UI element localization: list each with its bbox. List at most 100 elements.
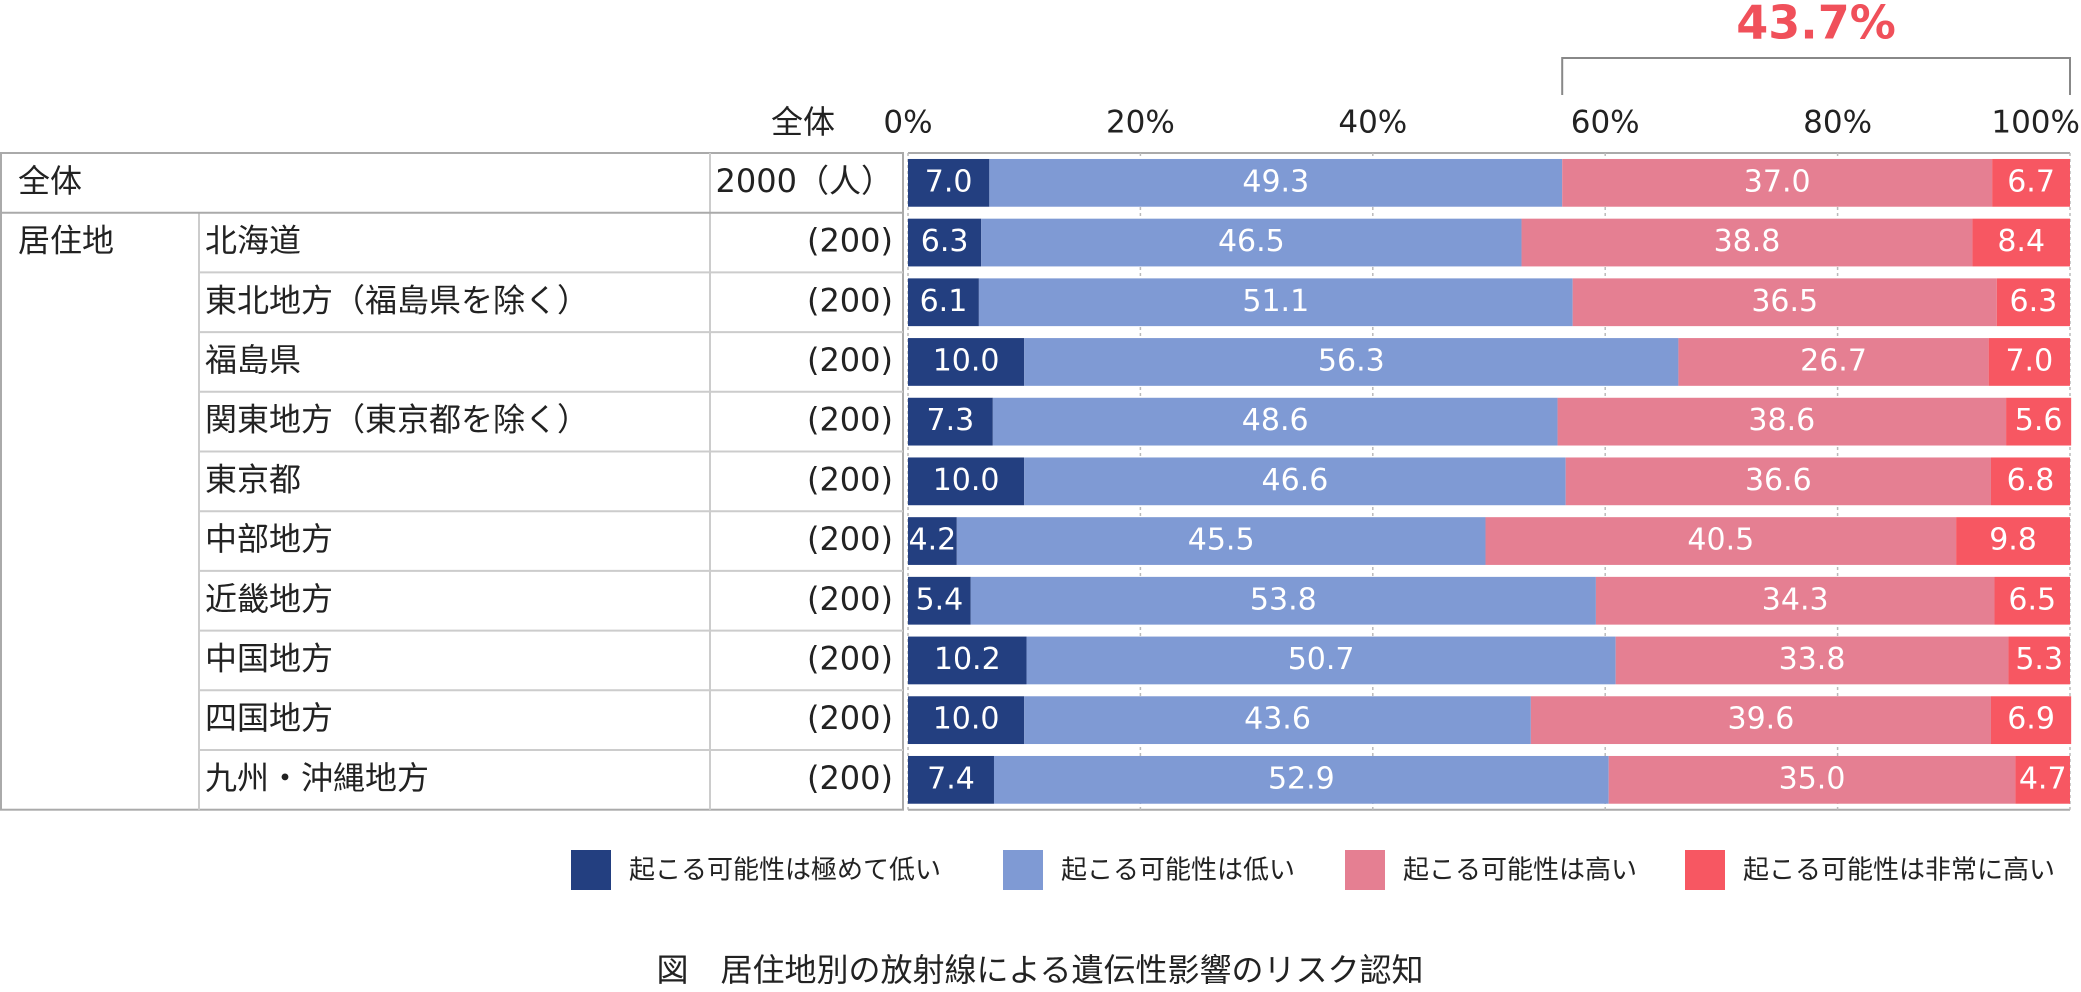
bar-segment (908, 636, 1027, 685)
value-label: 50.7 (1288, 642, 1355, 677)
value-label: 6.9 (2007, 702, 2055, 737)
n-label: (200) (807, 580, 893, 618)
bar-segment (908, 397, 993, 446)
bar-segment (908, 457, 1025, 506)
annotation: 43.7% (1736, 0, 1896, 50)
bar-segment (1608, 755, 2016, 804)
value-label: 40.5 (1687, 523, 1754, 558)
bar-segment (1557, 397, 2007, 446)
n-label: (200) (807, 639, 893, 677)
bar-segment (1615, 636, 2009, 685)
value-label: 48.6 (1242, 403, 1309, 438)
value-label: 37.0 (1744, 164, 1811, 199)
bar-segment (956, 517, 1486, 565)
legend-label: 起こる可能性は低い (1061, 856, 1295, 886)
legend-swatch (1685, 850, 1725, 890)
n-label: (200) (807, 699, 893, 737)
bar-segment (908, 576, 971, 625)
bar-segment (908, 696, 1025, 745)
bar-segment (1994, 576, 2070, 625)
row-label: 関東地方（東京都を除く） (205, 401, 589, 439)
bar-segment (1024, 338, 1679, 386)
legend-label: 起こる可能性は高い (1403, 856, 1637, 886)
value-label: 7.3 (927, 403, 975, 438)
value-label: 7.0 (925, 164, 973, 199)
value-label: 49.3 (1242, 164, 1309, 199)
value-label: 6.3 (921, 224, 969, 259)
value-label: 38.6 (1748, 403, 1815, 438)
x-tick-label: 60% (1571, 105, 1640, 141)
value-label: 5.4 (916, 582, 964, 617)
chart-title: 図 居住地別の放射線による遺伝性影響のリスク認知 (656, 951, 1423, 989)
value-label: 46.6 (1262, 463, 1329, 498)
bar-segment (1595, 576, 1995, 625)
value-label: 6.5 (2008, 582, 2056, 617)
value-label: 35.0 (1779, 761, 1846, 796)
bar-segment (2006, 397, 2072, 446)
value-label: 5.3 (2015, 642, 2063, 677)
bar-segment (1956, 517, 2070, 565)
group-label: 居住地 (18, 222, 114, 260)
n-label: (200) (807, 759, 893, 797)
bar-segment (1996, 278, 2070, 327)
value-label: 7.0 (2005, 343, 2053, 378)
value-label: 10.0 (933, 343, 1000, 378)
bar-segment (1565, 457, 1991, 506)
x-tick-label: 20% (1106, 105, 1175, 141)
bar-segment (1485, 517, 1957, 565)
value-label: 43.6 (1244, 702, 1311, 737)
row-label: 東京都 (205, 460, 301, 498)
value-label: 34.3 (1762, 582, 1829, 617)
bar-segment (908, 218, 982, 267)
value-label: 4.7 (2019, 761, 2067, 796)
n-label: (200) (807, 401, 893, 439)
bar-segment (1530, 696, 1991, 745)
value-label: 10.0 (933, 463, 1000, 498)
bar-segment (2008, 636, 2070, 685)
value-label: 33.8 (1779, 642, 1846, 677)
x-tick-label: 80% (1803, 105, 1872, 141)
value-label: 26.7 (1800, 343, 1867, 378)
legend-label: 起こる可能性は極めて低い (629, 856, 941, 886)
value-label: 56.3 (1318, 343, 1385, 378)
row-label: 北海道 (205, 222, 301, 260)
bar-segment (1992, 158, 2070, 207)
bar-segment (2015, 755, 2070, 804)
bar-segment (1972, 218, 2070, 267)
bar-segment (908, 278, 979, 327)
bar-segment (993, 755, 1609, 804)
legend-swatch (571, 850, 611, 890)
value-label: 6.8 (2007, 463, 2055, 498)
bar-segment (970, 576, 1596, 625)
row-label: 中部地方 (205, 520, 333, 558)
bracket (1561, 57, 2071, 95)
n-label: (200) (807, 520, 893, 558)
value-label: 8.4 (1997, 224, 2045, 259)
value-label: 51.1 (1242, 284, 1309, 319)
n-header: 全体 (771, 103, 835, 141)
row-label: 福島県 (205, 341, 301, 379)
value-label: 4.2 (909, 523, 957, 558)
bar-segment (1521, 218, 1973, 267)
value-label: 10.0 (933, 702, 1000, 737)
bar-segment (992, 397, 1558, 446)
n-label: (200) (807, 460, 893, 498)
row-label: 中国地方 (205, 639, 333, 677)
value-label: 6.7 (2007, 164, 2055, 199)
bar-segment (908, 158, 990, 207)
x-tick-label: 100% (1991, 105, 2080, 141)
value-label: 45.5 (1188, 523, 1255, 558)
value-label: 52.9 (1268, 761, 1335, 796)
value-label: 38.8 (1714, 224, 1781, 259)
n-label: (200) (807, 341, 893, 379)
bar-segment (989, 158, 1563, 207)
bar-segment (1562, 158, 1993, 207)
bar-segment (1572, 278, 1997, 327)
row-label: 東北地方（福島県を除く） (205, 281, 589, 319)
value-label: 6.1 (920, 284, 968, 319)
bar-segment (908, 338, 1025, 386)
value-label: 6.3 (2010, 284, 2058, 319)
bar-segment (981, 218, 1522, 267)
